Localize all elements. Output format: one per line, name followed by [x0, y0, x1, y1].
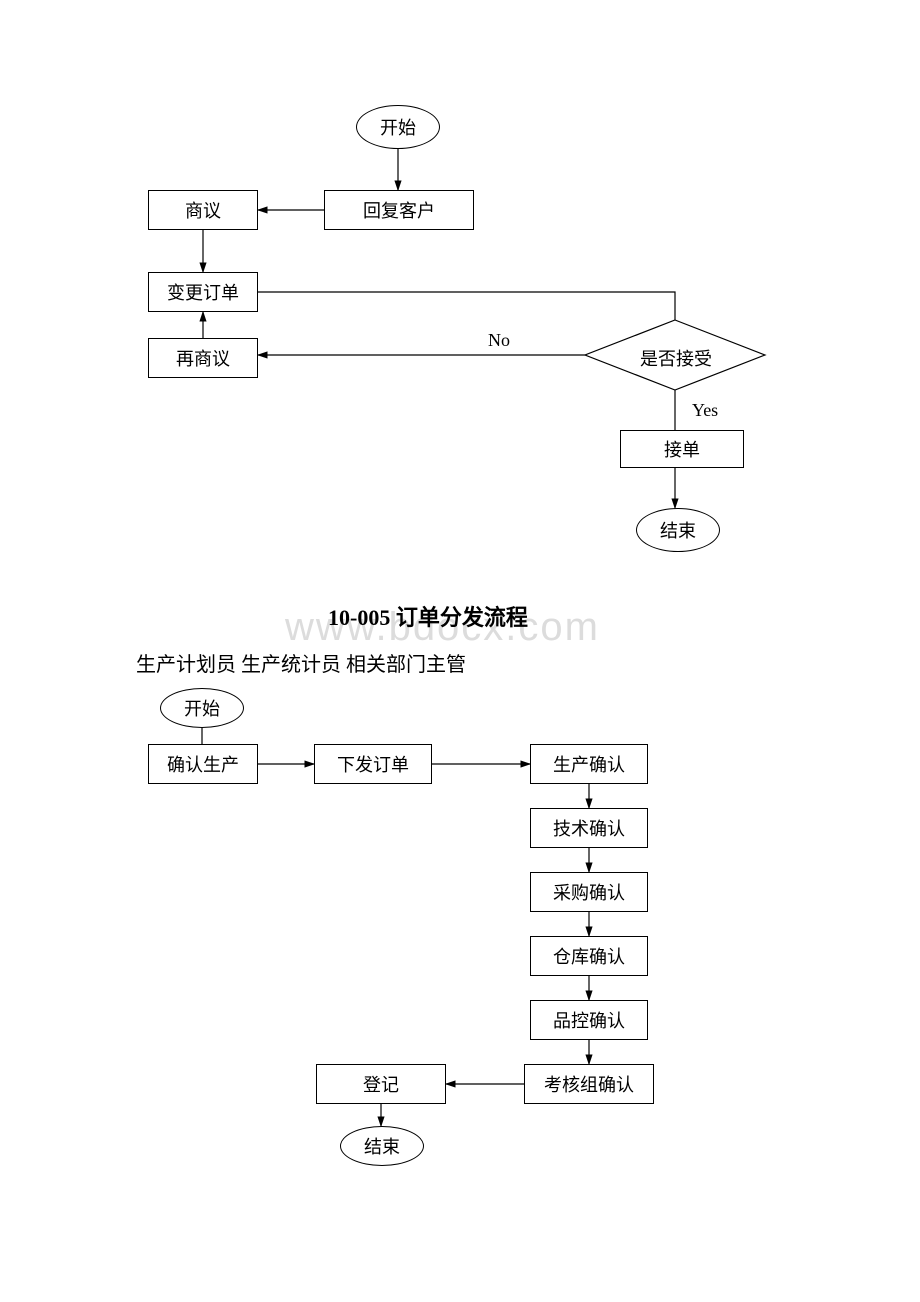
fc1-rediscuss: 再商议	[148, 338, 258, 378]
fc2-issue-order: 下发订单	[314, 744, 432, 784]
fc2-register: 登记	[316, 1064, 446, 1104]
fc2-assess-confirm: 考核组确认	[524, 1064, 654, 1104]
fc1-accept: 接单	[620, 430, 744, 468]
fc2-confirm-prod: 确认生产	[148, 744, 258, 784]
fc2-prod-confirm: 生产确认	[530, 744, 648, 784]
fc2-qc-confirm: 品控确认	[530, 1000, 648, 1040]
fc1-no-label: No	[488, 330, 510, 351]
fc1-change: 变更订单	[148, 272, 258, 312]
fc2-purchase-confirm: 采购确认	[530, 872, 648, 912]
fc1-decision-label: 是否接受	[640, 345, 712, 371]
fc1-end: 结束	[636, 508, 720, 552]
section2-subtitle: 生产计划员 生产统计员 相关部门主管	[136, 648, 466, 677]
fc1-yes-label: Yes	[692, 400, 718, 421]
fc2-end: 结束	[340, 1126, 424, 1166]
fc1-start: 开始	[356, 105, 440, 149]
fc1-discuss: 商议	[148, 190, 258, 230]
fc1-reply: 回复客户	[324, 190, 474, 230]
fc2-warehouse-confirm: 仓库确认	[530, 936, 648, 976]
fc2-tech-confirm: 技术确认	[530, 808, 648, 848]
page-canvas: www.bdocx.com 开始 回复客户 商议 变更订单 再	[0, 0, 920, 1302]
section2-title: 10-005 订单分发流程	[328, 600, 528, 632]
fc2-start: 开始	[160, 688, 244, 728]
